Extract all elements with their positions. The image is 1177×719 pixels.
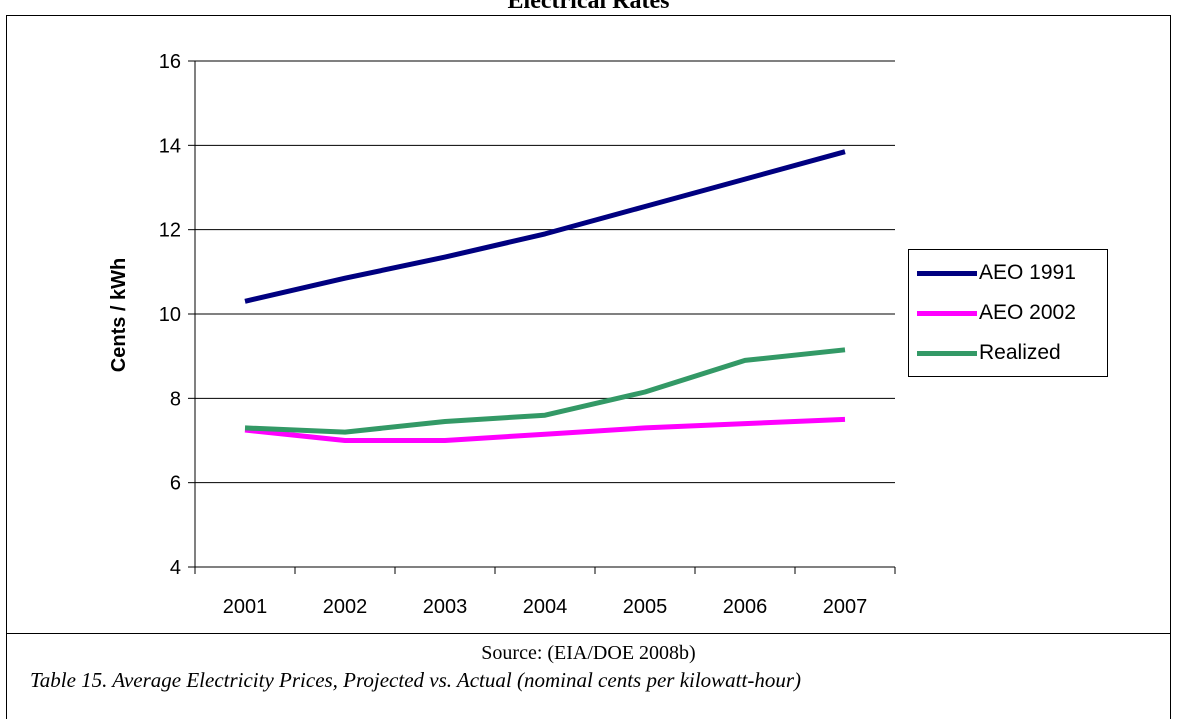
series-lines (244, 149, 846, 443)
gridlines (195, 60, 895, 484)
source-note: Source: (EIA/DOE 2008b) (481, 642, 696, 664)
chart-title: Electrical Rates (507, 0, 670, 14)
y-tick-label: 4 (170, 557, 181, 579)
x-tick-label: 2007 (823, 596, 868, 618)
x-tick-label: 2006 (723, 596, 768, 618)
y-tick-label: 12 (159, 220, 181, 242)
x-tick-label: 2003 (423, 596, 468, 618)
caption-border-right (1170, 633, 1171, 719)
x-tick-label: 2002 (323, 596, 368, 618)
y-tick-label: 6 (170, 473, 181, 495)
caption-border-left (6, 633, 7, 719)
y-axis-title: Cents / kWh (108, 258, 130, 372)
tick-labels: 4 6 8 10 12 14 16 2001 2002 2003 2004 2005 2006 2007 (159, 51, 868, 618)
legend-label: Realized (979, 341, 1061, 364)
legend: AEO 1991 AEO 2002 Realized (908, 249, 1108, 377)
legend-label: AEO 1991 (979, 261, 1076, 284)
legend-item-aeo-1991: AEO 1991 (917, 258, 1076, 288)
y-tick-label: 10 (159, 304, 181, 326)
legend-swatch-realized (917, 350, 977, 356)
y-tick-label: 8 (170, 388, 181, 410)
x-tick-label: 2005 (623, 596, 668, 618)
x-tick-label: 2004 (523, 596, 568, 618)
legend-label: AEO 2002 (979, 301, 1076, 324)
legend-item-aeo-2002: AEO 2002 (917, 298, 1076, 328)
x-tick-label: 2001 (223, 596, 268, 618)
table-caption: Table 15. Average Electricity Prices, Pr… (30, 668, 802, 692)
y-tick-label: 14 (159, 135, 181, 157)
series-line-aeo-2002 (244, 416, 846, 443)
series-line-realized (244, 347, 846, 435)
y-tick-label: 16 (159, 51, 181, 73)
axes (188, 60, 896, 574)
legend-item-realized: Realized (917, 338, 1061, 368)
legend-swatch-aeo-2002 (917, 310, 977, 316)
legend-swatch-aeo-1991 (917, 270, 977, 276)
caption-divider (6, 633, 1171, 634)
series-line-aeo-1991 (244, 149, 846, 304)
